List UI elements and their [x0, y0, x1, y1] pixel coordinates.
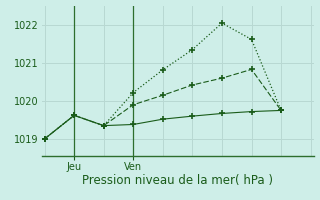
X-axis label: Pression niveau de la mer( hPa ): Pression niveau de la mer( hPa ) [82, 174, 273, 187]
